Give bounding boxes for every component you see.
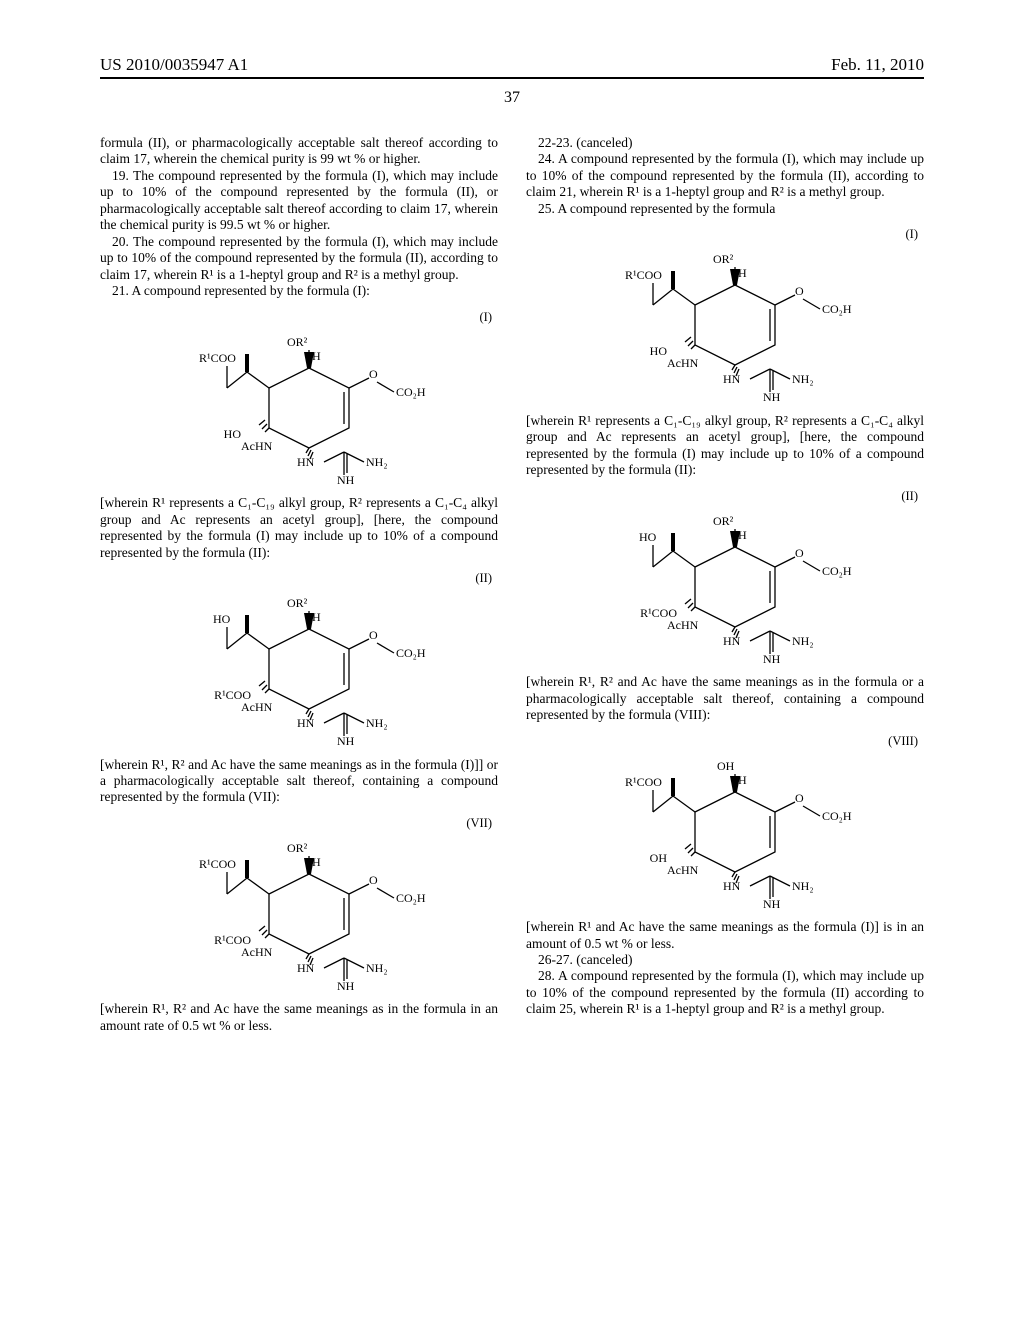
formula-label-VII: (VII) [466,816,492,831]
svg-text:O: O [369,873,378,887]
svg-text:AcHN: AcHN [241,945,273,959]
svg-text:H: H [738,266,747,280]
svg-text:O: O [795,546,804,560]
structure-II-svg: HO OR² H O CO₂H R¹COO AcHN HN NH₂ NH [169,571,429,746]
svg-text:HN: HN [297,961,315,975]
svg-text:NH₂: NH₂ [792,634,814,648]
claim-18-continuation: formula (II), or pharmacologically accep… [100,135,498,168]
svg-text:O: O [369,628,378,642]
svg-text:HO: HO [639,530,657,544]
svg-text:HN: HN [723,372,741,386]
svg-text:R¹COO: R¹COO [625,268,662,282]
svg-text:CO₂H: CO₂H [396,646,426,660]
svg-text:NH₂: NH₂ [792,879,814,893]
svg-text:OR²: OR² [287,841,308,855]
svg-text:NH: NH [763,652,781,664]
svg-text:H: H [312,855,321,869]
claim-19: 19. The compound represented by the form… [100,168,498,234]
svg-text:R¹COO: R¹COO [199,351,236,365]
svg-text:CO₂H: CO₂H [822,302,852,316]
svg-text:HN: HN [723,879,741,893]
svg-text:OR²: OR² [713,252,734,266]
formula-label-I-col2: (I) [906,227,919,242]
claim-22-23: 22-23. (canceled) [526,135,924,151]
svg-text:CO₂H: CO₂H [822,809,852,823]
svg-text:AcHN: AcHN [667,863,699,877]
formula-label-I: (I) [480,310,493,325]
claim-26-27: 26-27. (canceled) [526,952,924,968]
claim-21-after-VII: [wherein R¹, R² and Ac have the same mea… [100,1001,498,1034]
formula-VIII: (VIII) [526,734,924,913]
structure-I-svg: R¹COO OR² H O CO₂H HO AcHN HN NH₂ NH [169,310,429,485]
svg-text:R¹COO: R¹COO [625,775,662,789]
svg-text:OR²: OR² [713,514,734,528]
publication-date: Feb. 11, 2010 [831,55,924,75]
claim-25-after-VIII: [wherein R¹ and Ac have the same meaning… [526,919,924,952]
page-number: 37 [100,89,924,107]
svg-text:HO: HO [213,612,231,626]
svg-text:NH₂: NH₂ [366,961,388,975]
svg-text:OR²: OR² [287,335,308,349]
svg-text:AcHN: AcHN [667,618,699,632]
svg-text:AcHN: AcHN [241,439,273,453]
svg-text:HN: HN [297,716,315,730]
claim-25-after-II: [wherein R¹, R² and Ac have the same mea… [526,674,924,723]
page: US 2010/0035947 A1 Feb. 11, 2010 37 form… [0,0,1024,1320]
claims-columns: formula (II), or pharmacologically accep… [100,135,924,1034]
claim-21-after-II: [wherein R¹, R² and Ac have the same mea… [100,757,498,806]
svg-text:R¹COO: R¹COO [199,857,236,871]
svg-text:H: H [738,773,747,787]
structure-VIII-svg: R¹COO OH H O CO₂H OH AcHN HN NH₂ NH [595,734,855,909]
svg-text:NH₂: NH₂ [366,716,388,730]
svg-text:CO₂H: CO₂H [396,385,426,399]
svg-text:O: O [369,367,378,381]
svg-text:NH: NH [763,390,781,402]
formula-label-II: (II) [475,571,492,586]
svg-text:CO₂H: CO₂H [396,891,426,905]
svg-text:OH: OH [650,851,668,865]
svg-text:HO: HO [224,427,242,441]
structure-II-col2-svg: HO OR² H O CO₂H R¹COO AcHN HN NH₂ NH [595,489,855,664]
svg-text:O: O [795,791,804,805]
claim-28: 28. A compound represented by the formul… [526,968,924,1017]
svg-text:CO₂H: CO₂H [822,564,852,578]
claim-21-after-I: [wherein R¹ represents a C₁-C₁₉ alkyl gr… [100,495,498,561]
svg-text:NH: NH [763,897,781,909]
claim-24: 24. A compound represented by the formul… [526,151,924,200]
formula-I: (I) [100,310,498,489]
page-header: US 2010/0035947 A1 Feb. 11, 2010 [100,55,924,79]
svg-text:H: H [738,528,747,542]
claim-25-after-I: [wherein R¹ represents a C₁-C₁₉ alkyl gr… [526,413,924,479]
structure-I-col2-svg: R¹COO OR² H O CO₂H HO AcHN HN NH₂ NH [595,227,855,402]
svg-text:AcHN: AcHN [667,356,699,370]
claim-20: 20. The compound represented by the form… [100,234,498,283]
svg-text:HO: HO [650,344,668,358]
svg-text:HN: HN [297,455,315,469]
formula-label-II-col2: (II) [901,489,918,504]
claim-21-lead: 21. A compound represented by the formul… [100,283,498,299]
formula-II: (II) [100,571,498,750]
svg-text:NH₂: NH₂ [792,372,814,386]
publication-number: US 2010/0035947 A1 [100,55,248,75]
formula-label-VIII: (VIII) [888,734,918,749]
svg-text:H: H [312,349,321,363]
svg-text:O: O [795,284,804,298]
structure-VII-svg: R¹COO OR² H O CO₂H R¹COO AcHN HN NH₂ NH [169,816,429,991]
svg-text:OR²: OR² [287,596,308,610]
svg-text:NH: NH [337,473,355,485]
svg-text:NH: NH [337,734,355,746]
svg-text:OH: OH [717,759,735,773]
formula-VII: (VII) [100,816,498,995]
svg-text:NH₂: NH₂ [366,455,388,469]
svg-text:HN: HN [723,634,741,648]
svg-text:H: H [312,610,321,624]
formula-I-col2: (I) [526,227,924,406]
claim-25-lead: 25. A compound represented by the formul… [526,201,924,217]
svg-text:AcHN: AcHN [241,700,273,714]
svg-text:NH: NH [337,979,355,991]
formula-II-col2: (II) [526,489,924,668]
